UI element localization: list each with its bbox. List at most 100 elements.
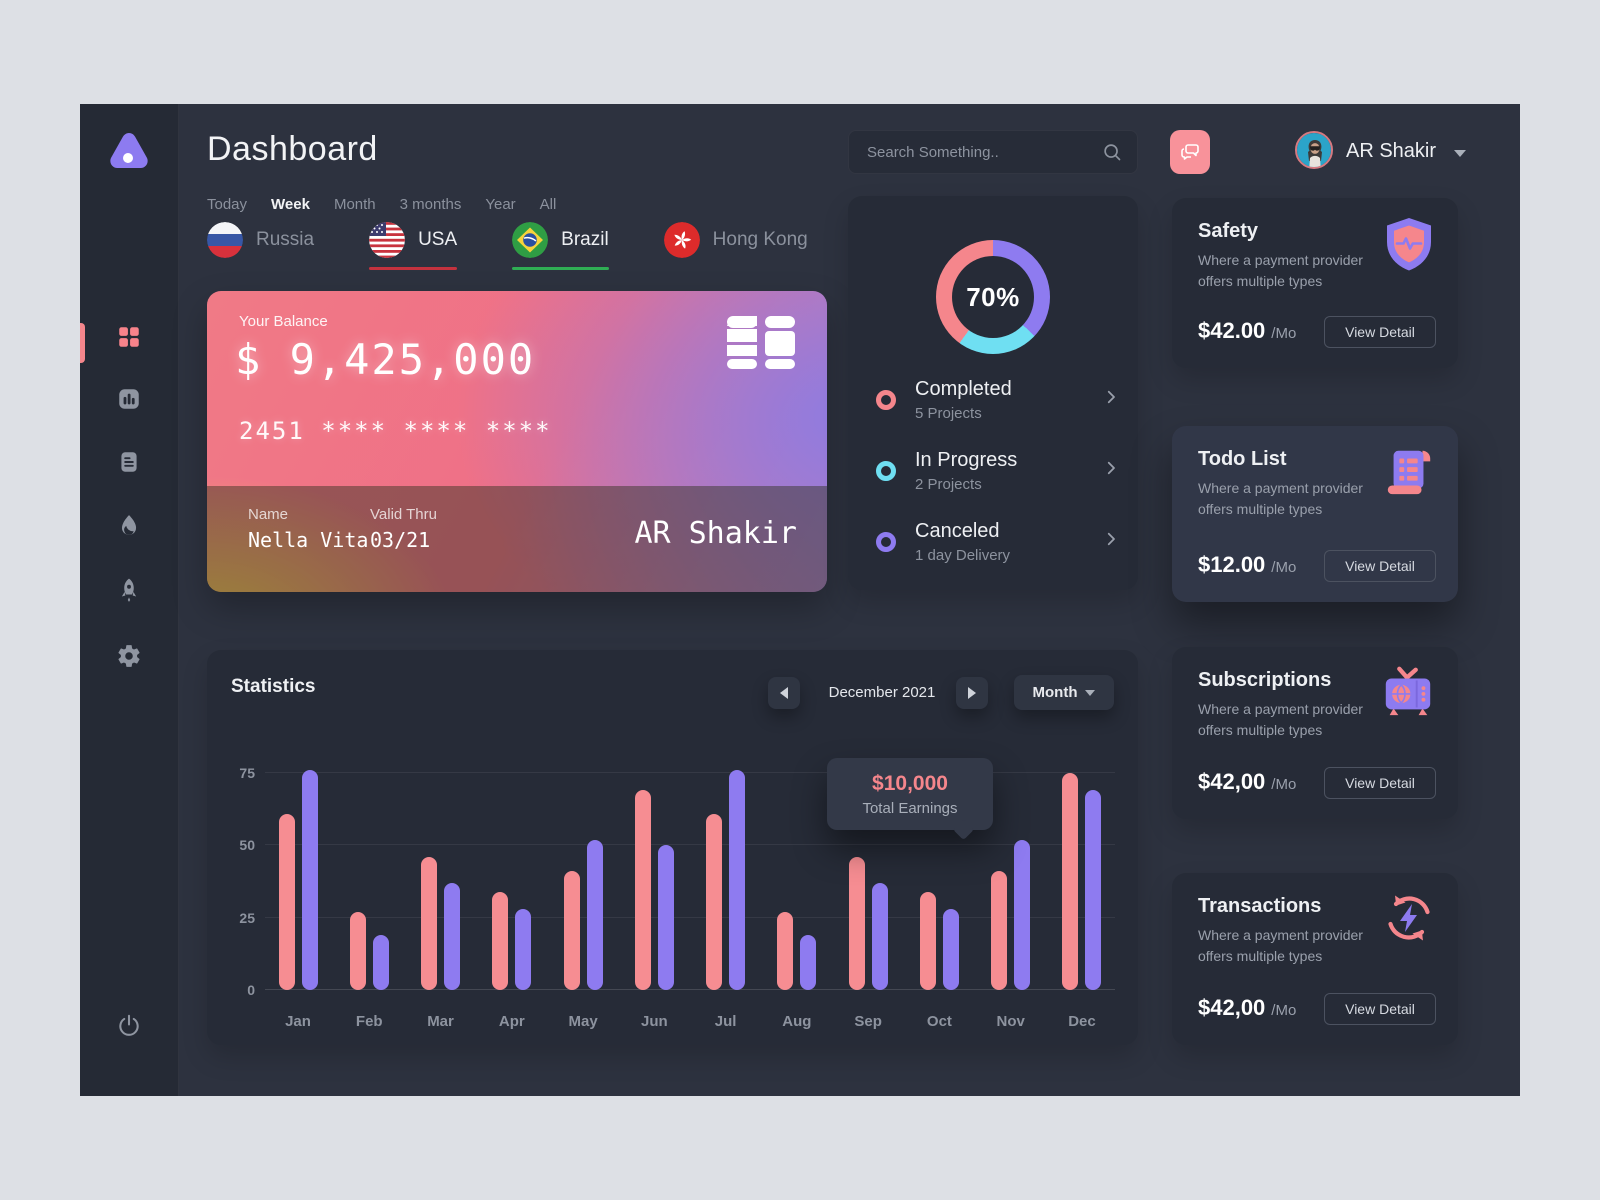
- sidebar-item-documents[interactable]: [116, 449, 142, 475]
- bar-earnings-coral-nov[interactable]: [991, 871, 1008, 990]
- bar-earnings-purple-aug[interactable]: [800, 935, 817, 990]
- card-title: Transactions: [1198, 895, 1322, 917]
- bar-earnings-purple-sep[interactable]: [871, 882, 888, 990]
- sidebar-item-dashboard[interactable]: [116, 324, 142, 350]
- bar-earnings-purple-may[interactable]: [586, 839, 603, 990]
- bar-earnings-purple-dec[interactable]: [1085, 790, 1102, 990]
- bar-group-may: [563, 839, 603, 990]
- bar-earnings-coral-sep[interactable]: [848, 856, 865, 990]
- period-next-button[interactable]: [956, 677, 988, 709]
- bar-earnings-coral-aug[interactable]: [777, 911, 794, 990]
- bar-earnings-purple-jun[interactable]: [657, 845, 674, 990]
- card-price: $12.00: [1198, 552, 1266, 577]
- bar-earnings-coral-jan[interactable]: [278, 813, 295, 990]
- bar-earnings-purple-jan[interactable]: [301, 770, 318, 990]
- legend-row-in-progress[interactable]: In Progress 2 Projects: [876, 447, 1120, 494]
- legend-title: In Progress: [915, 448, 1018, 471]
- gear-icon: [118, 645, 140, 667]
- price-row: $42,00 /Mo: [1198, 769, 1296, 795]
- bar-earnings-purple-feb[interactable]: [372, 935, 389, 990]
- sidebar-item-settings[interactable]: [116, 643, 142, 669]
- statistics-panel: Statistics December 2021 Month 0 25 50 75 Ja…: [207, 650, 1138, 1045]
- user-avatar[interactable]: [1295, 131, 1333, 169]
- search-icon[interactable]: [1101, 141, 1123, 163]
- bar-earnings-coral-mar[interactable]: [421, 856, 438, 990]
- filter-week[interactable]: Week: [271, 196, 310, 213]
- card-price: $42,00: [1198, 995, 1266, 1020]
- card-number: 2451 **** **** ****: [239, 417, 552, 445]
- bar-earnings-coral-jun[interactable]: [634, 790, 651, 990]
- x-tick-oct: Oct: [926, 1013, 952, 1030]
- bar-earnings-coral-jul[interactable]: [706, 813, 723, 990]
- card-price: $42.00: [1198, 318, 1266, 343]
- bar-earnings-coral-may[interactable]: [563, 871, 580, 990]
- in-progress-swatch-icon: [876, 460, 896, 481]
- card-description: Where a payment provider offers multiple…: [1198, 927, 1363, 964]
- country-underline: [369, 267, 458, 270]
- period-prev-button[interactable]: [768, 677, 800, 709]
- view-detail-button[interactable]: View Detail: [1324, 767, 1436, 799]
- bar-group-sep: [848, 856, 888, 990]
- country-label: Hong Kong: [712, 229, 808, 250]
- view-detail-button[interactable]: View Detail: [1324, 993, 1436, 1025]
- donut-percent: 70%: [966, 281, 1020, 312]
- bar-earnings-coral-oct[interactable]: [919, 891, 936, 990]
- legend-row-completed[interactable]: Completed 5 Projects: [876, 376, 1120, 423]
- view-detail-button[interactable]: View Detail: [1324, 316, 1436, 348]
- time-filters: Today Week Month 3 months Year All: [207, 196, 556, 213]
- legend-row-canceled[interactable]: Canceled 1 day Delivery: [876, 518, 1120, 565]
- bar-earnings-coral-feb[interactable]: [349, 911, 366, 990]
- card-safety: Safety Where a payment provider offers m…: [1172, 198, 1458, 368]
- sidebar-item-launch[interactable]: [116, 577, 142, 603]
- sidebar-item-trending[interactable]: [116, 513, 142, 539]
- bar-earnings-purple-apr[interactable]: [515, 909, 532, 990]
- search-input[interactable]: [865, 142, 1101, 162]
- filter-3-months[interactable]: 3 months: [399, 196, 462, 213]
- chevron-right-icon: [1102, 388, 1120, 411]
- tooltip-label: Total Earnings: [862, 799, 958, 817]
- x-tick-mar: Mar: [427, 1013, 454, 1030]
- sidebar: [80, 104, 179, 1096]
- filter-month[interactable]: Month: [333, 196, 376, 213]
- bar-earnings-coral-apr[interactable]: [492, 891, 509, 990]
- sidebar-item-analytics[interactable]: [116, 386, 142, 412]
- bar-earnings-purple-oct[interactable]: [942, 909, 959, 990]
- filter-year[interactable]: Year: [485, 196, 516, 213]
- bar-group-mar: [421, 856, 461, 990]
- country-label: USA: [418, 229, 458, 250]
- card-description: Where a payment provider offers multiple…: [1198, 252, 1363, 289]
- country-tab-hong-kong[interactable]: Hong Kong: [663, 222, 808, 270]
- app-logo-icon[interactable]: [105, 128, 153, 176]
- x-tick-apr: Apr: [498, 1013, 525, 1030]
- view-detail-button[interactable]: View Detail: [1324, 550, 1436, 582]
- card-price-period: /Mo: [1271, 1002, 1297, 1019]
- user-name[interactable]: AR Shakir: [1346, 140, 1437, 162]
- bar-earnings-purple-nov[interactable]: [1014, 839, 1031, 990]
- sync-bolt-icon: [1382, 891, 1436, 950]
- country-tab-russia[interactable]: Russia: [207, 222, 314, 270]
- arrow-right-icon: [968, 687, 976, 699]
- country-tab-brazil[interactable]: Brazil: [512, 222, 609, 270]
- card-name-label: Name: [248, 506, 289, 523]
- country-tab-usa[interactable]: USA: [369, 222, 458, 270]
- balance-label: Your Balance: [239, 313, 328, 330]
- chevron-right-icon: [1102, 459, 1120, 482]
- logout-power-button[interactable]: [116, 1012, 142, 1038]
- bar-earnings-coral-dec[interactable]: [1062, 773, 1079, 990]
- flame-icon: [121, 515, 137, 535]
- messages-button[interactable]: [1170, 130, 1210, 174]
- user-menu-caret-icon[interactable]: [1454, 150, 1466, 157]
- x-tick-may: May: [568, 1013, 598, 1030]
- gridline-0: [265, 989, 1115, 990]
- mode-dropdown[interactable]: Month: [1014, 675, 1114, 710]
- filter-all[interactable]: All: [539, 196, 557, 213]
- bar-earnings-purple-mar[interactable]: [444, 882, 461, 990]
- filter-today[interactable]: Today: [207, 196, 248, 213]
- mode-label: Month: [1032, 684, 1078, 701]
- x-tick-nov: Nov: [996, 1013, 1025, 1030]
- bar-earnings-purple-jul[interactable]: [729, 770, 746, 990]
- legend-subtitle: 2 Projects: [915, 475, 982, 493]
- card-title: Todo List: [1198, 448, 1287, 470]
- x-tick-dec: Dec: [1068, 1013, 1096, 1030]
- x-tick-sep: Sep: [854, 1013, 882, 1030]
